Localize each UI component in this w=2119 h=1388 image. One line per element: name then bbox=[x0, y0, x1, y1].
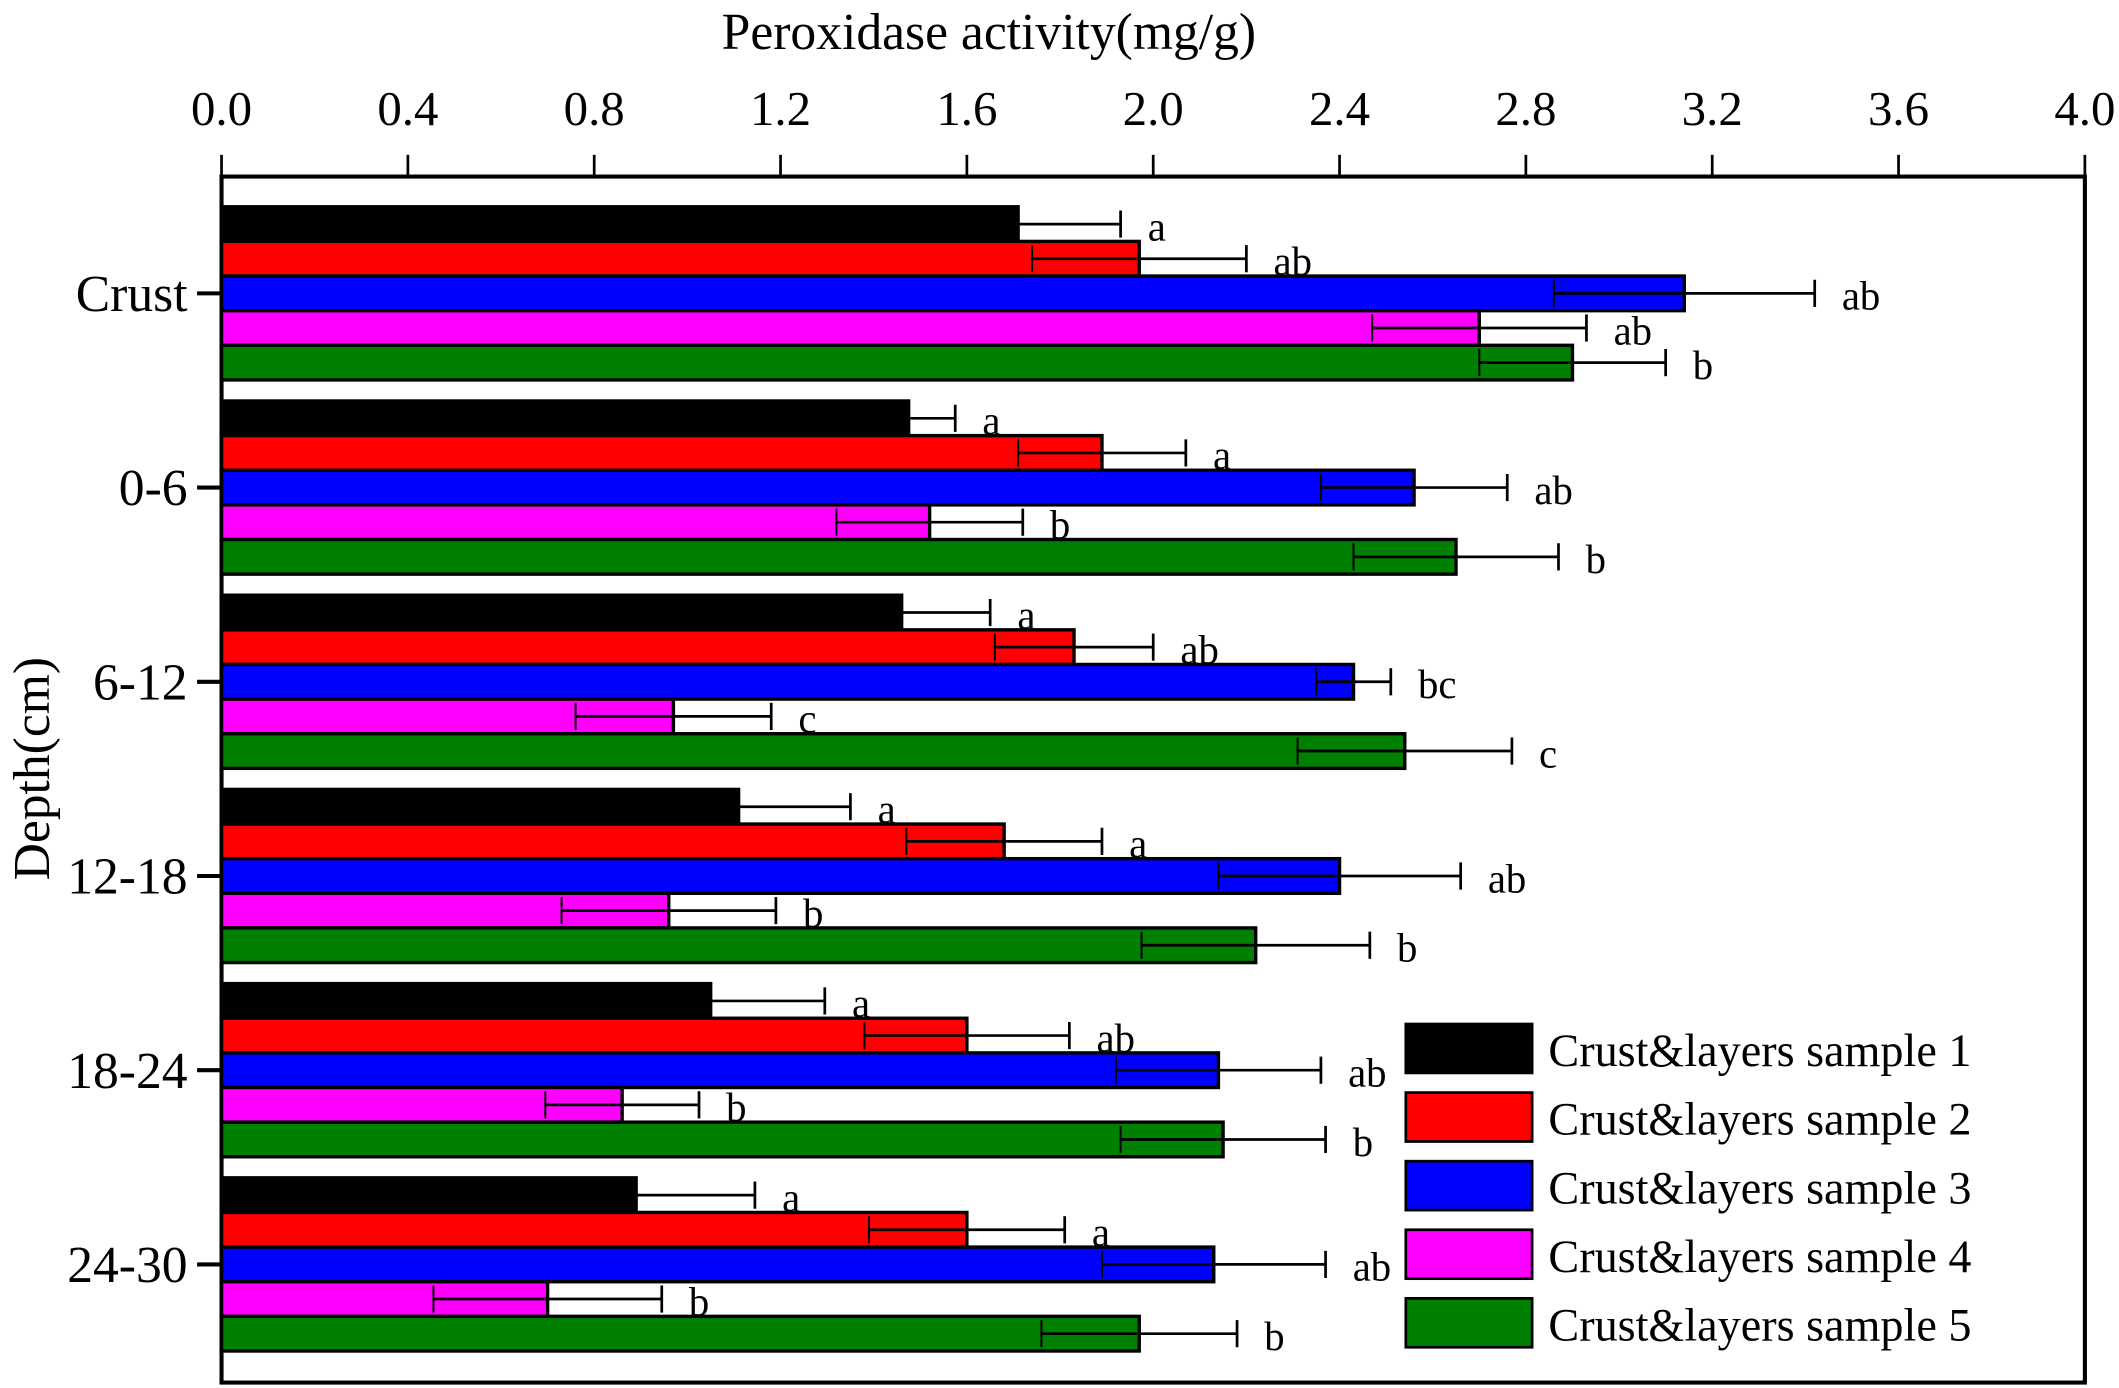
y-tick-label: 6-12 bbox=[93, 654, 188, 711]
bar bbox=[219, 503, 932, 542]
significance-letter: a bbox=[782, 1175, 800, 1220]
bar bbox=[219, 981, 713, 1020]
bar bbox=[219, 343, 1575, 382]
significance-letter: ab bbox=[1534, 468, 1572, 513]
bar bbox=[219, 926, 1258, 965]
x-tick-label: 3.6 bbox=[1868, 81, 1929, 136]
bar bbox=[219, 1085, 624, 1124]
bar bbox=[219, 274, 1686, 313]
significance-letter: ab bbox=[1614, 308, 1652, 353]
significance-letter: bc bbox=[1418, 662, 1456, 707]
bar bbox=[219, 1016, 969, 1055]
y-tick-label: 18-24 bbox=[67, 1043, 187, 1100]
bar bbox=[219, 1314, 1141, 1353]
x-tick-label: 2.8 bbox=[1495, 81, 1556, 136]
legend-label: Crust&layers sample 2 bbox=[1548, 1094, 1971, 1145]
significance-letter: c bbox=[798, 697, 816, 742]
significance-letter: a bbox=[1092, 1210, 1110, 1255]
significance-letter: a bbox=[1148, 204, 1166, 249]
y-axis-title: Depth(cm) bbox=[4, 657, 61, 880]
significance-letter: a bbox=[1213, 433, 1231, 478]
x-tick-label: 0.0 bbox=[191, 81, 252, 136]
bar bbox=[219, 1245, 1216, 1284]
bar bbox=[219, 856, 1342, 896]
bar bbox=[219, 1176, 638, 1215]
x-tick-label: 2.0 bbox=[1123, 81, 1184, 136]
bar bbox=[219, 628, 1076, 667]
legend-swatch bbox=[1404, 1022, 1534, 1075]
significance-letter: b bbox=[1693, 343, 1713, 388]
significance-letter: b bbox=[1397, 926, 1417, 971]
significance-letter: b bbox=[803, 891, 823, 936]
legend-swatch bbox=[1404, 1091, 1534, 1143]
bar bbox=[219, 1210, 969, 1249]
bar bbox=[219, 787, 741, 826]
bar bbox=[219, 468, 1416, 507]
legend-label: Crust&layers sample 5 bbox=[1548, 1299, 1971, 1350]
x-axis-title: Peroxidase activity(mg/g) bbox=[722, 4, 1256, 61]
bar bbox=[219, 433, 1104, 472]
y-tick-label: Crust bbox=[76, 266, 188, 323]
y-tick-label: 0-6 bbox=[119, 460, 188, 517]
significance-letter: b bbox=[1264, 1314, 1284, 1359]
bar bbox=[219, 1051, 1221, 1090]
y-tick-label: 12-18 bbox=[67, 849, 187, 906]
bar bbox=[219, 822, 1006, 861]
significance-letter: ab bbox=[1348, 1050, 1386, 1095]
x-tick-label: 0.8 bbox=[564, 81, 625, 136]
x-tick-label: 0.4 bbox=[377, 81, 438, 136]
legend-swatch bbox=[1404, 1228, 1534, 1281]
bar bbox=[219, 537, 1458, 576]
bar bbox=[219, 308, 1481, 348]
significance-letter: b bbox=[1353, 1120, 1373, 1165]
significance-letter: a bbox=[982, 399, 1000, 444]
bar bbox=[219, 662, 1356, 701]
significance-letter: b bbox=[1050, 502, 1070, 547]
significance-letter: b bbox=[1586, 537, 1606, 582]
x-tick-label: 1.6 bbox=[936, 81, 997, 136]
significance-letter: a bbox=[1129, 822, 1147, 867]
significance-letter: c bbox=[1539, 731, 1557, 776]
legend-label: Crust&layers sample 1 bbox=[1548, 1025, 1971, 1076]
bar bbox=[219, 205, 1020, 244]
legend-swatch bbox=[1404, 1159, 1534, 1212]
significance-letter: b bbox=[689, 1279, 709, 1324]
significance-letter: a bbox=[1017, 593, 1035, 638]
legend-swatch bbox=[1404, 1297, 1534, 1349]
significance-letter: ab bbox=[1488, 856, 1526, 901]
significance-letter: ab bbox=[1353, 1245, 1391, 1290]
x-tick-label: 4.0 bbox=[2054, 81, 2115, 136]
bar bbox=[219, 399, 911, 438]
bar bbox=[219, 732, 1407, 771]
bar bbox=[219, 239, 1141, 278]
significance-letter: a bbox=[852, 981, 870, 1026]
x-tick-label: 3.2 bbox=[1682, 81, 1743, 136]
legend-label: Crust&layers sample 4 bbox=[1548, 1231, 1971, 1282]
legend-label: Crust&layers sample 3 bbox=[1548, 1162, 1971, 1213]
legend: Crust&layers sample 1 Crust&layers sample… bbox=[1404, 1022, 1971, 1350]
y-tick-label: 24-30 bbox=[67, 1237, 187, 1294]
x-tick-label: 2.4 bbox=[1309, 81, 1370, 136]
significance-letter: ab bbox=[1842, 274, 1880, 319]
bar bbox=[219, 1120, 1225, 1159]
significance-letter: a bbox=[878, 787, 896, 832]
bar bbox=[219, 593, 904, 632]
x-tick-label: 1.2 bbox=[750, 81, 811, 136]
significance-letter: b bbox=[726, 1085, 746, 1130]
